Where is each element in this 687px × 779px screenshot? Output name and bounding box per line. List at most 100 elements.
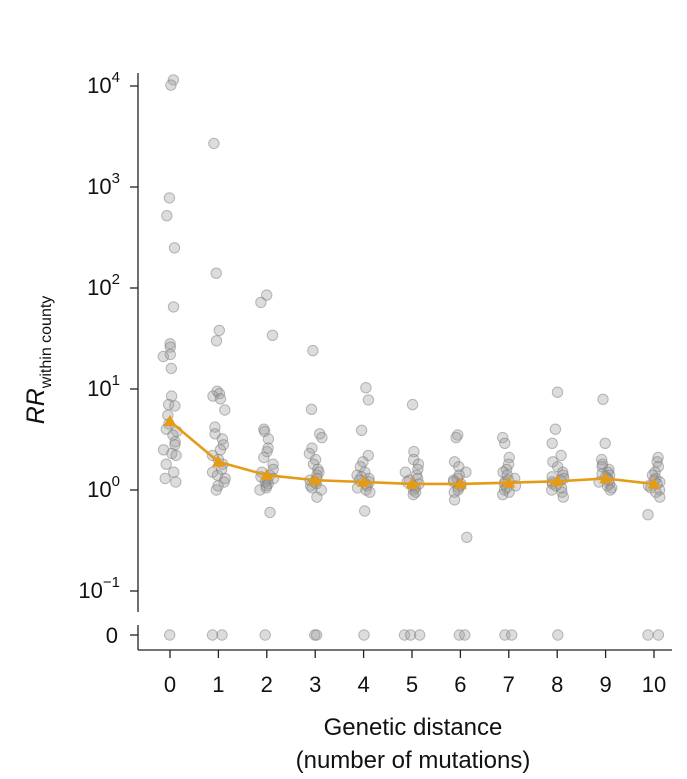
data-point [604, 484, 616, 496]
zero-data-point [398, 629, 411, 641]
data-point [165, 362, 178, 375]
y-axis-title-subscript: within county [38, 296, 55, 390]
data-point [219, 404, 231, 416]
y-axis-ticks: 104 103 102 101 100 10−1 [78, 69, 138, 603]
zero-data-point [414, 629, 426, 641]
zero-value-points [164, 629, 665, 641]
zero-data-point [259, 629, 271, 641]
zero-data-point [506, 629, 518, 641]
data-point [362, 394, 375, 406]
y-tick-label: 100 [87, 473, 120, 502]
data-point [654, 491, 666, 503]
data-point [355, 424, 368, 436]
zero-data-point [642, 629, 654, 641]
median-marker [502, 476, 516, 488]
data-point [555, 449, 567, 462]
data-point [266, 329, 279, 341]
data-point [210, 484, 223, 496]
median-marker [211, 455, 225, 467]
median-marker [308, 473, 322, 486]
data-point [406, 398, 419, 411]
data-point [218, 476, 230, 488]
median-series [163, 414, 661, 489]
y-tick-label: 104 [87, 69, 120, 98]
x-tick-label: 3 [309, 672, 321, 697]
data-point [557, 491, 569, 503]
data-point [170, 449, 182, 462]
data-point [460, 466, 472, 478]
x-tick-label: 9 [599, 672, 611, 697]
x-axis-title-line-2: (number of mutations) [296, 747, 531, 774]
data-point [306, 442, 318, 454]
data-point [499, 437, 511, 449]
zero-data-point [310, 629, 323, 641]
data-point [165, 79, 177, 91]
zero-data-point [164, 629, 176, 641]
x-tick-label: 8 [551, 672, 563, 697]
data-point [168, 242, 181, 254]
median-marker [405, 477, 419, 489]
data-point [210, 335, 223, 347]
median-marker [163, 414, 177, 427]
data-points [157, 74, 666, 543]
x-tick-label: 7 [503, 672, 515, 697]
median-marker [453, 477, 467, 489]
median-marker [550, 474, 564, 487]
data-point [161, 210, 173, 222]
data-point [652, 451, 664, 464]
data-point [597, 393, 609, 405]
data-point [549, 423, 562, 435]
data-point [164, 348, 177, 361]
data-point [169, 400, 181, 412]
data-point [551, 386, 564, 398]
data-point [163, 192, 176, 204]
data-point [210, 267, 222, 279]
zero-data-point [206, 629, 219, 641]
zero-data-point [404, 629, 417, 641]
y-tick-label: 102 [87, 271, 120, 300]
data-point [157, 350, 170, 363]
data-point [307, 344, 319, 357]
data-point [642, 509, 654, 521]
data-point [258, 451, 270, 464]
data-point [450, 431, 462, 444]
data-point [408, 445, 420, 458]
median-marker [599, 471, 613, 484]
data-point [652, 461, 664, 473]
data-point [360, 382, 372, 394]
median-marker [260, 468, 274, 481]
data-point [364, 486, 376, 498]
zero-data-point [216, 629, 228, 641]
x-tick-label: 1 [212, 672, 224, 697]
data-point [316, 431, 328, 444]
data-point [359, 505, 371, 517]
x-axis-title-line-1: Genetic distance [324, 714, 503, 741]
data-point [261, 445, 273, 458]
data-point [546, 437, 558, 449]
x-axis-ticks: 0 1 2 3 4 5 6 7 8 9 10 [164, 650, 666, 697]
y-axis-title-main: RR [22, 388, 50, 424]
data-point [264, 506, 276, 519]
zero-data-point [358, 629, 370, 641]
data-point [159, 472, 171, 485]
x-tick-label: 4 [357, 672, 369, 697]
data-point [170, 476, 182, 488]
zero-data-point [459, 629, 471, 641]
data-point [160, 458, 172, 470]
data-point [262, 433, 275, 445]
y-axis-title: RRwithin county [22, 296, 55, 425]
zero-data-point [652, 629, 665, 641]
y-tick-label: 103 [87, 170, 120, 199]
data-point [448, 494, 461, 506]
data-point [260, 482, 272, 494]
data-point [169, 436, 181, 448]
median-marker [357, 475, 371, 487]
data-point [213, 324, 226, 337]
data-point [208, 137, 220, 150]
x-tick-label: 6 [454, 672, 466, 697]
data-point [305, 403, 318, 415]
y-tick-label-zero: 0 [106, 623, 118, 648]
median-marker [647, 477, 661, 489]
x-tick-label: 2 [261, 672, 273, 697]
